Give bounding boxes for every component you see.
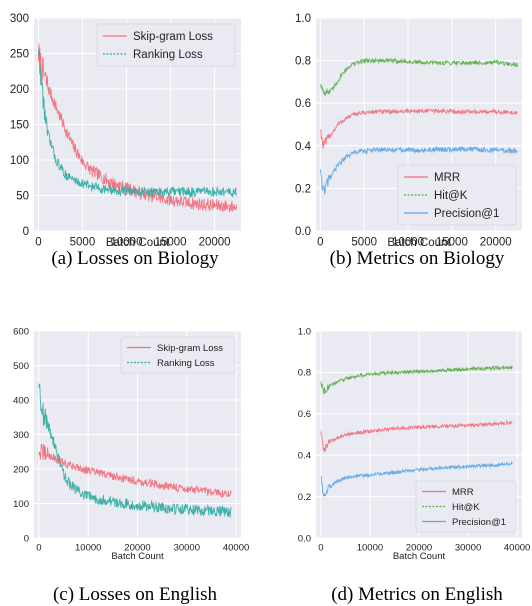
y-tick-label: 0: [23, 226, 29, 238]
panel-caption: (d) Metrics on English: [331, 584, 503, 605]
x-tick-label: 15000: [155, 237, 187, 249]
x-tick-label: 20000: [480, 237, 512, 249]
y-tick-label: 50: [16, 191, 29, 203]
legend-label: MRR: [452, 487, 474, 498]
x-tick-label: 0: [318, 543, 323, 554]
x-tick-label: 40000: [223, 543, 249, 554]
x-tick-label: 10000: [357, 543, 383, 554]
panel-caption: (a) Losses on Biology: [51, 248, 219, 269]
y-tick-label: 200: [13, 464, 29, 475]
legend-label: Hit@K: [452, 502, 480, 513]
series-line-mrr: [319, 107, 518, 149]
y-tick-label: 0.8: [298, 368, 311, 379]
x-axis-label: Batch Count: [111, 551, 164, 562]
legend: Skip-gram Loss Ranking Loss: [120, 336, 236, 374]
series-line-skip-gram-loss: [37, 43, 238, 213]
x-axis-label: Batch Count: [393, 551, 446, 562]
x-tick-label: 10000: [75, 543, 101, 554]
legend-label: Ranking Loss: [157, 358, 215, 369]
y-tick-label: 0.4: [295, 141, 312, 153]
x-tick-label: 10000: [392, 237, 424, 249]
x-tick-label: 20000: [406, 543, 432, 554]
y-tick-label: 600: [13, 326, 29, 337]
x-tick-label: 15000: [436, 237, 468, 249]
y-tick-label: 0.0: [298, 533, 311, 544]
x-tick-label: 20000: [124, 543, 150, 554]
x-tick-label: 20000: [199, 237, 231, 249]
x-axis-label: Batch Count: [106, 237, 170, 249]
y-tick-label: 0.6: [295, 98, 311, 110]
series-line-ranking-loss: [37, 49, 237, 199]
legend: MRR Hit@K Precision@1: [397, 164, 517, 226]
legend-label: Skip-gram Loss: [133, 31, 213, 43]
legend-label: Precision@1: [434, 208, 499, 220]
series-line-precision-1: [319, 145, 518, 196]
y-tick-label: 0: [24, 533, 29, 544]
x-tick-label: 30000: [455, 543, 481, 554]
series-line-hit-k: [319, 57, 519, 96]
x-tick-label: 0: [35, 237, 41, 249]
y-tick-label: 1.0: [295, 13, 311, 25]
legend-label: Skip-gram Loss: [157, 343, 223, 354]
y-tick-label: 0.6: [298, 409, 311, 420]
x-axis-label: Batch Count: [387, 237, 451, 249]
chart-panel-4: 0.0 0.2 0.4 0.6 0.8 1.0 0 10000 20000 30000 40000 M…: [298, 326, 531, 605]
legend-label: Precision@1: [452, 517, 506, 528]
x-tick-label: 10000: [110, 237, 142, 249]
x-tick-label: 0: [317, 237, 323, 249]
y-tick-label: 1.0: [298, 326, 311, 337]
y-tick-label: 0.2: [295, 183, 311, 195]
y-tick-label: 250: [10, 49, 29, 61]
legend-label: Hit@K: [434, 190, 468, 202]
y-tick-label: 100: [10, 155, 29, 167]
series-line-mrr: [320, 419, 513, 452]
legend-box: [397, 164, 517, 226]
legend: Skip-gram Loss Ranking Loss: [96, 23, 236, 67]
y-tick-label: 100: [13, 499, 29, 510]
legend-box: [415, 480, 517, 533]
series-line-ranking-loss: [38, 383, 232, 518]
x-tick-label: 0: [36, 543, 41, 554]
y-tick-label: 400: [13, 395, 29, 406]
legend-label: Ranking Loss: [133, 49, 203, 61]
legend: MRR Hit@K Precision@1: [415, 480, 517, 533]
chart-panel-1: 0 50 100 150 200 250 300 0 5000 10000 15000 20000 Sk…: [10, 13, 241, 269]
x-tick-label: 40000: [504, 543, 530, 554]
y-tick-label: 0.0: [295, 226, 311, 238]
chart-panel-2: 0.0 0.2 0.4 0.6 0.8 1.0 0 5000 10000 15000 20000 MR…: [295, 13, 522, 269]
x-tick-label: 5000: [70, 237, 96, 249]
legend-label: MRR: [434, 172, 460, 184]
series-line-skip-gram-loss: [38, 443, 232, 498]
x-tick-label: 5000: [351, 237, 377, 249]
y-tick-label: 200: [10, 84, 29, 96]
panel-caption: (c) Losses on English: [53, 584, 218, 605]
series-line-hit-k: [320, 364, 513, 395]
y-tick-label: 300: [10, 13, 29, 25]
chart-panel-3: 0 100 200 300 400 500 600 0 10000 20000 30000 40000…: [13, 326, 249, 605]
y-tick-label: 0.4: [298, 451, 311, 462]
y-tick-label: 300: [13, 430, 29, 441]
panel-caption: (b) Metrics on Biology: [330, 248, 505, 269]
legend-box: [96, 23, 236, 67]
y-tick-label: 150: [10, 120, 29, 132]
y-tick-label: 0.8: [295, 56, 311, 68]
legend-box: [120, 336, 236, 374]
series-line-precision-1: [320, 460, 513, 497]
y-tick-label: 500: [13, 361, 29, 372]
y-tick-label: 0.2: [298, 492, 311, 503]
x-tick-label: 30000: [174, 543, 200, 554]
